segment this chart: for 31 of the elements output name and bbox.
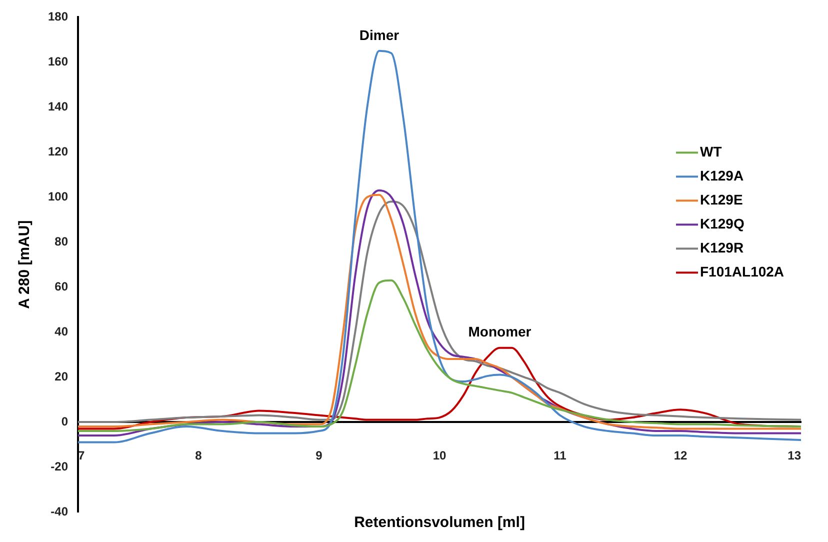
line-series bbox=[78, 50, 801, 444]
annotation: Monomer bbox=[468, 324, 532, 340]
y-tick-label: 100 bbox=[48, 189, 68, 204]
x-tick-label: 10 bbox=[432, 448, 447, 463]
legend-label: K129E bbox=[700, 191, 743, 208]
x-tick-label: 9 bbox=[316, 448, 323, 463]
y-tick-label: 120 bbox=[48, 144, 68, 158]
x-tick-label: 11 bbox=[554, 448, 567, 463]
y-tick-label: 20 bbox=[54, 369, 68, 384]
y-tick-label: 180 bbox=[48, 10, 68, 24]
x-axis-title: Retentionsvolumen [ml] bbox=[354, 514, 525, 532]
y-tick-label: 40 bbox=[54, 324, 68, 338]
x-tick-label: 7 bbox=[78, 448, 86, 463]
y-tick-label: 60 bbox=[54, 279, 68, 294]
y-axis-title: A 280 [mAU] bbox=[16, 220, 34, 309]
x-tick-label: 12 bbox=[674, 448, 688, 463]
y-tick-label: 160 bbox=[48, 54, 68, 68]
y-tick-label: -40 bbox=[50, 504, 68, 518]
legend-label: WT bbox=[700, 143, 722, 160]
legend-label: K129R bbox=[700, 239, 744, 256]
x-tick-label: 13 bbox=[788, 448, 802, 463]
annotation: Dimer bbox=[359, 26, 400, 43]
y-tick-label: 140 bbox=[48, 99, 68, 114]
legend-label: K129A bbox=[700, 167, 744, 184]
y-tick-label: -20 bbox=[50, 459, 68, 474]
legend-label: K129Q bbox=[700, 215, 744, 232]
legend-label: F101AL102A bbox=[700, 263, 784, 280]
x-tick-label: 8 bbox=[195, 448, 202, 463]
y-tick-label: 0 bbox=[61, 414, 68, 428]
line-series bbox=[78, 279, 801, 432]
y-tick-label: 80 bbox=[54, 234, 68, 248]
